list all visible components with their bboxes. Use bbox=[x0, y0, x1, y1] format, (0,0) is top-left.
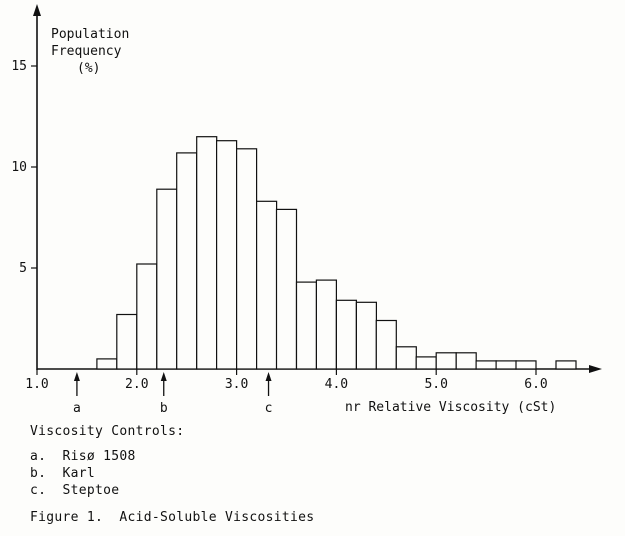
histogram-bar bbox=[495, 360, 517, 370]
histogram-bar bbox=[216, 140, 238, 370]
histogram-bars bbox=[96, 136, 577, 370]
control-markers: a b c bbox=[73, 372, 272, 416]
histogram-bar bbox=[415, 356, 437, 370]
histogram-bar bbox=[156, 188, 178, 370]
x-tick-label: 3.0 bbox=[225, 377, 248, 392]
histogram-bar bbox=[455, 352, 477, 370]
x-tick-label: 2.0 bbox=[125, 377, 148, 392]
histogram-bar bbox=[256, 200, 278, 370]
histogram-bar bbox=[196, 136, 218, 370]
histogram-bar bbox=[555, 360, 577, 370]
control-arrow-icon bbox=[73, 372, 80, 381]
y-axis-title-line-1: Population bbox=[51, 27, 129, 42]
control-arrow-icon bbox=[160, 372, 167, 381]
x-axis-title: nr Relative Viscosity (cSt) bbox=[345, 400, 556, 415]
histogram-bar bbox=[275, 208, 298, 370]
histogram-bar bbox=[335, 299, 357, 370]
histogram-bar bbox=[355, 301, 377, 370]
y-axis-title-line-2: Frequency bbox=[51, 44, 122, 59]
x-tick-label: 5.0 bbox=[424, 377, 447, 392]
x-ticks: 1.0 2.0 3.0 4.0 5.0 6.0 bbox=[25, 369, 548, 392]
histogram-bar bbox=[236, 148, 258, 370]
x-tick-label: 4.0 bbox=[325, 377, 348, 392]
legend-item-a: a. Risø 1508 bbox=[30, 449, 136, 464]
legend-item-b: b. Karl bbox=[30, 466, 96, 481]
y-ticks: 5 10 15 bbox=[11, 59, 37, 276]
histogram-bar bbox=[395, 346, 417, 370]
histogram-bar bbox=[475, 360, 497, 370]
histogram-bar bbox=[136, 263, 158, 370]
histogram-bar bbox=[435, 352, 457, 370]
control-label: b bbox=[160, 401, 168, 416]
legend-item-c: c. Steptoe bbox=[30, 483, 120, 498]
y-tick-label: 10 bbox=[11, 160, 27, 175]
y-axis-title-line-3: (%) bbox=[77, 61, 100, 76]
y-axis-arrow-icon bbox=[33, 4, 41, 16]
y-tick-label: 15 bbox=[11, 59, 27, 74]
x-tick-label: 1.0 bbox=[25, 377, 48, 392]
control-arrow-icon bbox=[265, 372, 272, 381]
control-label: a bbox=[73, 401, 81, 416]
figure-caption: Figure 1. Acid-Soluble Viscosities bbox=[30, 510, 315, 525]
histogram-bar bbox=[96, 358, 118, 370]
histogram-bar bbox=[176, 152, 198, 370]
legend-title: Viscosity Controls: bbox=[30, 424, 185, 439]
histogram-bar bbox=[116, 313, 138, 370]
x-axis-arrow-icon bbox=[589, 365, 602, 373]
histogram-bar bbox=[295, 281, 318, 370]
histogram-bar bbox=[315, 279, 337, 370]
y-tick-label: 5 bbox=[19, 261, 27, 276]
x-tick-label: 6.0 bbox=[524, 377, 547, 392]
histogram-bar bbox=[515, 360, 537, 370]
histogram-bar bbox=[375, 319, 397, 370]
control-label: c bbox=[265, 401, 273, 416]
